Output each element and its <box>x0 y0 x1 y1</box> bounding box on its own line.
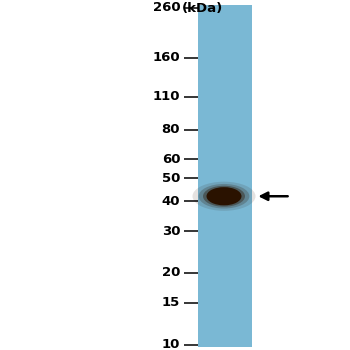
Text: 15: 15 <box>162 296 180 309</box>
Text: (kDa): (kDa) <box>182 2 223 15</box>
Bar <box>198 5 252 346</box>
Text: 110: 110 <box>153 90 180 103</box>
Text: 80: 80 <box>162 123 180 136</box>
Text: 40: 40 <box>162 195 180 208</box>
Ellipse shape <box>193 182 256 211</box>
Text: 10: 10 <box>162 338 180 350</box>
Text: 260: 260 <box>153 1 180 14</box>
Text: 160: 160 <box>153 51 180 64</box>
Ellipse shape <box>206 187 242 205</box>
Ellipse shape <box>199 184 249 209</box>
Text: 30: 30 <box>162 225 180 238</box>
Text: 50: 50 <box>162 172 180 185</box>
Text: 20: 20 <box>162 266 180 280</box>
Ellipse shape <box>203 186 245 207</box>
Text: 60: 60 <box>162 153 180 166</box>
